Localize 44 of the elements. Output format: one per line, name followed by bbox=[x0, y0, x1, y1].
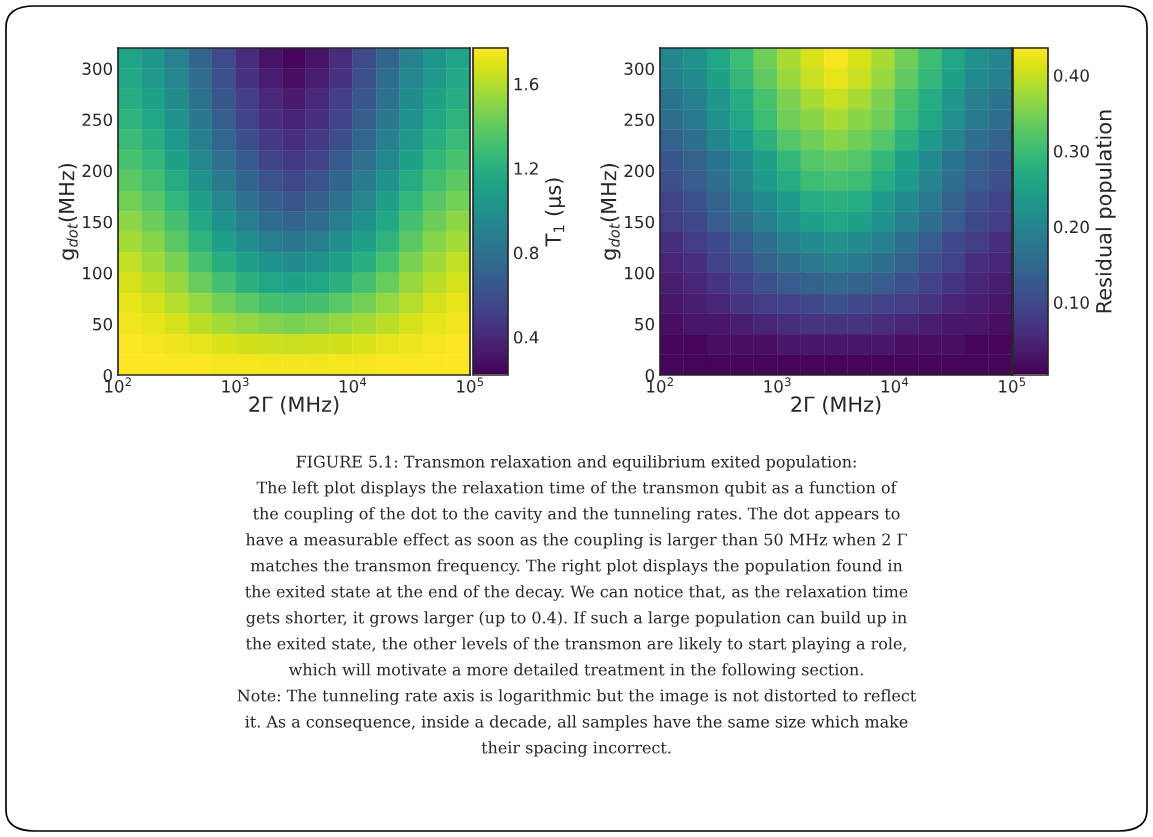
y-tick-label: 150 bbox=[83, 215, 113, 229]
color-bar-label: 1.6 bbox=[514, 77, 539, 91]
color-bar-label: 0.20 bbox=[1053, 220, 1089, 234]
x-axis-title: 2Γ (MHz) bbox=[249, 396, 339, 415]
text: matches the transmon frequency. The right plot displays the population found in bbox=[250, 559, 903, 575]
color-bar-label: 0.30 bbox=[1053, 144, 1089, 158]
y-tick-label: 50 bbox=[93, 317, 113, 331]
caption: FIGURE 5.1: Transmon relaxation and equilibrium exited population: bbox=[296, 455, 856, 471]
x-tick-label: 10$^{5}$ bbox=[999, 377, 1026, 393]
x-tick-label: 10$^{5}$ bbox=[457, 377, 484, 393]
text: the exited state at the end of the decay. We can notice that, as the relaxation time bbox=[245, 585, 908, 601]
y-tick-label: 50 bbox=[635, 317, 655, 331]
color-bar-title: Residual population bbox=[1095, 110, 1116, 313]
color-bar-label: 1.2 bbox=[514, 162, 538, 175]
text: the coupling of the dot to the cavity and the tunneling rates. The dot appears to bbox=[253, 507, 900, 523]
y-tick-label: 100 bbox=[83, 266, 113, 280]
text: Note: The tunneling rate axis is logarithmic but the image is not distorted to reflect bbox=[237, 689, 917, 705]
y-tick-label: 150 bbox=[625, 215, 655, 229]
y-axis-title: g$_{dot}$(MHz) bbox=[58, 163, 79, 260]
text: the exited state, the other levels of the transmon are likely to start playing a role, bbox=[245, 637, 906, 653]
y-axis-title: g$_{dot}$(MHz) bbox=[600, 163, 621, 260]
y-tick-label: 200 bbox=[82, 164, 113, 178]
text: The left plot displays the relaxation time of the transmon qubit as a function of bbox=[256, 481, 898, 497]
y-tick-label: 250 bbox=[82, 113, 113, 127]
y-tick-label: 300 bbox=[82, 62, 113, 76]
y-tick-label: 200 bbox=[624, 164, 655, 178]
text: their spacing incorrect. bbox=[481, 741, 671, 757]
text: gets shorter, it grows larger (up to 0.4). If such a large population can build up in bbox=[246, 611, 907, 627]
y-tick-label: 100 bbox=[625, 266, 655, 280]
y-tick-label: 300 bbox=[624, 62, 655, 76]
color-bar-label: 0.8 bbox=[513, 246, 539, 260]
text: it. As a consequence, inside a decade, all samples have the same size which make bbox=[245, 715, 908, 731]
text: have a measurable effect as soon as the coupling is larger than 50 MHz when 2 Γ bbox=[246, 533, 907, 549]
x-tick-label: 10$^{3}$ bbox=[764, 377, 791, 393]
color-bar-title: T$_{1}$ (μs) bbox=[544, 178, 566, 247]
x-axis-title: 2Γ (MHz) bbox=[791, 396, 881, 415]
text: which will motivate a more detailed treatment in the following section. bbox=[288, 663, 863, 679]
x-tick-label: 10$^{4}$ bbox=[339, 377, 367, 393]
x-tick-label: 10$^{4}$ bbox=[881, 377, 909, 393]
x-tick-label: 10$^{3}$ bbox=[222, 377, 249, 393]
y-tick-label: 250 bbox=[624, 113, 655, 127]
color-bar-label: 0.40 bbox=[1053, 69, 1089, 82]
color-bar-label: 0.10 bbox=[1053, 296, 1089, 309]
color-bar-label: 0.4 bbox=[513, 330, 539, 344]
